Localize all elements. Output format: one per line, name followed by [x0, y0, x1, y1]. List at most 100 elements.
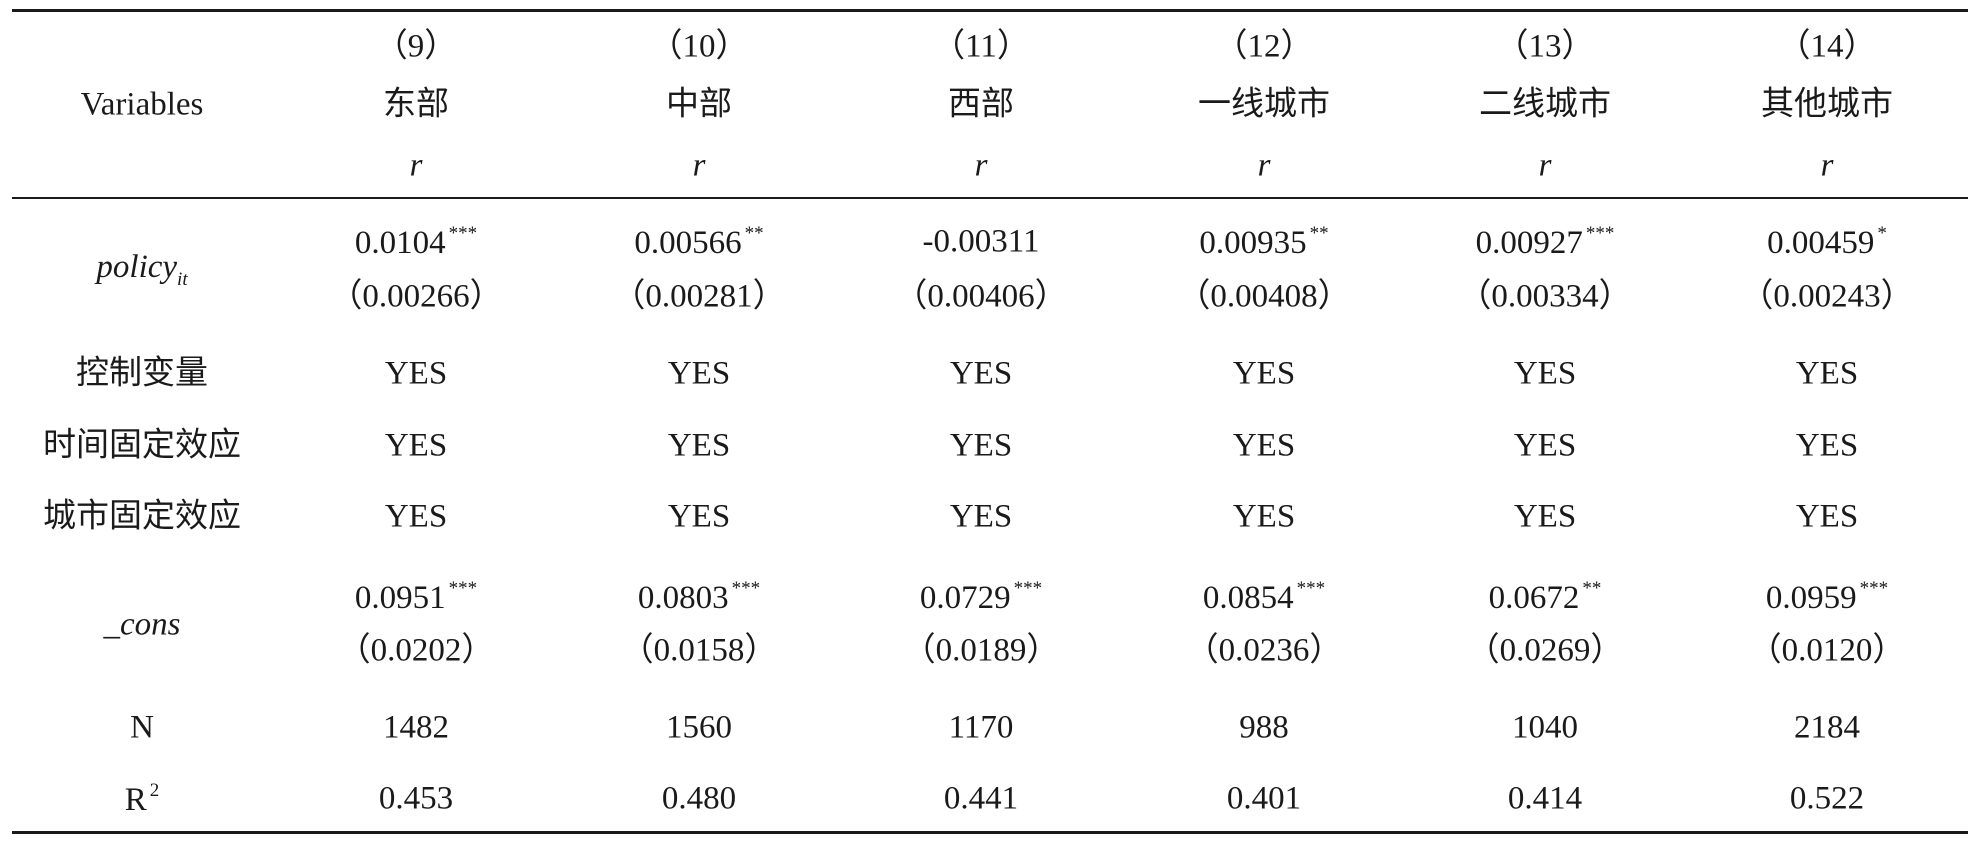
- dependent-variable: r: [1820, 147, 1834, 184]
- coefficient-cell: 0.00566 **: [634, 224, 763, 260]
- column-name: 中部: [666, 86, 732, 123]
- table-cell: 1040: [1512, 709, 1578, 746]
- column-number: （9）: [374, 28, 458, 65]
- column-name: 西部: [948, 86, 1014, 123]
- column-number: （10）: [649, 28, 749, 65]
- table-cell: YES: [1795, 427, 1859, 464]
- column-number: （14）: [1777, 28, 1877, 65]
- bottom-rule: [12, 831, 1968, 834]
- coefficient: 0.0729: [919, 580, 1011, 616]
- coefficient-cell: 0.0672 **: [1489, 579, 1602, 615]
- standard-error: （0.0269）: [1466, 632, 1624, 669]
- table-cell: YES: [1513, 355, 1577, 392]
- coefficient: 0.00935: [1199, 225, 1307, 261]
- significance-stars: **: [1309, 223, 1329, 244]
- table-cell: 0.522: [1789, 780, 1865, 817]
- column-number: （13）: [1495, 28, 1595, 65]
- row-label-text: _cons: [103, 606, 181, 643]
- significance-stars: ***: [448, 578, 478, 599]
- table-cell: 1482: [383, 709, 449, 746]
- coefficient: 0.0854: [1202, 580, 1294, 616]
- dependent-variable: r: [1257, 147, 1271, 184]
- coefficient: 0.0951: [354, 580, 446, 616]
- table-cell: YES: [667, 498, 731, 535]
- row-label-text: 控制变量: [76, 355, 208, 392]
- coefficient: 0.00927: [1475, 225, 1583, 261]
- table-cell: 0.453: [378, 780, 454, 817]
- row-label-text: 城市固定效应: [43, 498, 241, 535]
- standard-error: （0.0158）: [620, 632, 778, 669]
- significance-stars: ***: [1296, 578, 1326, 599]
- coefficient: -0.00311: [922, 223, 1040, 260]
- significance-stars: ***: [1859, 578, 1889, 599]
- table-cell: 0.401: [1226, 780, 1302, 817]
- coefficient-cell: 0.00459 *: [1767, 224, 1887, 260]
- dependent-variable: r: [974, 147, 988, 184]
- significance-stars: ***: [1585, 223, 1615, 244]
- column-number: （12）: [1214, 28, 1314, 65]
- significance-stars: ***: [448, 223, 478, 244]
- standard-error: （0.00406）: [894, 278, 1068, 315]
- table-cell: YES: [1232, 355, 1296, 392]
- table-cell: 0.414: [1507, 780, 1583, 817]
- standard-error: （0.00408）: [1177, 278, 1351, 315]
- coefficient-cell: 0.00935 **: [1199, 224, 1328, 260]
- standard-error: （0.0189）: [902, 632, 1060, 669]
- standard-error: （0.00334）: [1458, 278, 1632, 315]
- coefficient-cell: 0.0729 ***: [920, 579, 1042, 615]
- table-cell: YES: [1513, 427, 1577, 464]
- significance-stars: **: [744, 223, 764, 244]
- standard-error: （0.00281）: [612, 278, 786, 315]
- table-cell: YES: [1232, 498, 1296, 535]
- row-label: 时间固定效应: [43, 427, 241, 464]
- significance-stars: **: [1582, 578, 1602, 599]
- coefficient-cell: 0.0854 ***: [1203, 579, 1325, 615]
- standard-error: （0.00266）: [329, 278, 503, 315]
- coefficient-cell: 0.0803 ***: [638, 579, 760, 615]
- significance-stars: ***: [731, 578, 761, 599]
- coefficient-cell: 0.0951 ***: [355, 579, 477, 615]
- table-cell: 0.480: [661, 780, 737, 817]
- coefficient-cell: -0.00311: [922, 223, 1040, 260]
- coefficient-cell: 0.0959 ***: [1766, 579, 1888, 615]
- column-name: 二线城市: [1479, 86, 1611, 123]
- dependent-variable: r: [409, 147, 423, 184]
- header-rule: [12, 197, 1968, 199]
- table-cell: 2184: [1794, 709, 1860, 746]
- coefficient: 0.0959: [1765, 580, 1857, 616]
- table-cell: YES: [949, 427, 1013, 464]
- table-cell: YES: [384, 498, 448, 535]
- table-cell: YES: [384, 355, 448, 392]
- table-cell: 1170: [948, 709, 1014, 746]
- table-cell: YES: [1513, 498, 1577, 535]
- column-name: 东部: [383, 86, 449, 123]
- table-cell: YES: [1232, 427, 1296, 464]
- row-label: _cons: [103, 606, 181, 643]
- table-cell: YES: [1795, 498, 1859, 535]
- coefficient-cell: 0.00927 ***: [1476, 224, 1615, 260]
- significance-stars: ***: [1013, 578, 1043, 599]
- significance-stars: *: [1877, 223, 1887, 244]
- row-label: policyit: [96, 251, 188, 290]
- table-cell: 1560: [666, 709, 732, 746]
- standard-error: （0.0202）: [337, 632, 495, 669]
- coefficient: 0.0672: [1488, 580, 1580, 616]
- row-label-text: R: [124, 782, 147, 818]
- table-cell: YES: [949, 498, 1013, 535]
- table-cell: YES: [384, 427, 448, 464]
- coefficient-cell: 0.0104 ***: [355, 224, 477, 260]
- coefficient: 0.00459: [1767, 225, 1875, 261]
- standard-error: （0.00243）: [1740, 278, 1914, 315]
- row-label-subscript: it: [177, 269, 188, 290]
- coefficient: 0.0104: [354, 225, 446, 261]
- standard-error: （0.0120）: [1748, 632, 1906, 669]
- coefficient: 0.00566: [634, 225, 742, 261]
- row-label-text: 时间固定效应: [43, 427, 241, 464]
- row-label: 控制变量: [76, 355, 208, 392]
- coefficient: 0.0803: [637, 580, 729, 616]
- table-cell: YES: [667, 355, 731, 392]
- table-cell: 0.441: [943, 780, 1019, 817]
- column-name: 一线城市: [1198, 86, 1330, 123]
